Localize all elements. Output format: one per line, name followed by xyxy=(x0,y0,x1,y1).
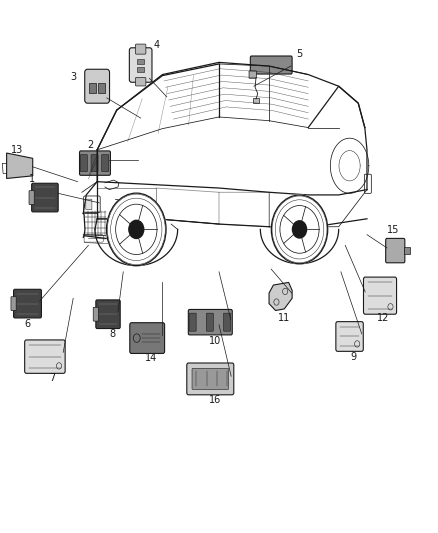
Circle shape xyxy=(293,221,307,238)
Text: 1: 1 xyxy=(29,174,35,184)
FancyBboxPatch shape xyxy=(251,56,292,74)
FancyBboxPatch shape xyxy=(96,300,120,328)
FancyBboxPatch shape xyxy=(80,151,110,175)
FancyBboxPatch shape xyxy=(135,44,146,54)
Text: 7: 7 xyxy=(49,373,56,383)
Polygon shape xyxy=(269,282,292,311)
Polygon shape xyxy=(7,153,33,179)
FancyBboxPatch shape xyxy=(14,289,42,318)
Text: 10: 10 xyxy=(208,336,221,346)
FancyBboxPatch shape xyxy=(364,277,396,314)
FancyBboxPatch shape xyxy=(192,368,229,390)
FancyBboxPatch shape xyxy=(84,196,100,213)
Circle shape xyxy=(271,195,328,264)
FancyBboxPatch shape xyxy=(336,321,363,351)
Text: 5: 5 xyxy=(297,50,303,59)
Text: 3: 3 xyxy=(70,71,76,82)
FancyBboxPatch shape xyxy=(129,48,152,82)
Bar xyxy=(137,67,144,72)
Circle shape xyxy=(106,193,166,265)
FancyBboxPatch shape xyxy=(206,313,213,331)
FancyBboxPatch shape xyxy=(135,77,146,86)
Text: 11: 11 xyxy=(278,313,290,323)
FancyBboxPatch shape xyxy=(249,71,256,78)
FancyBboxPatch shape xyxy=(189,313,196,331)
Bar xyxy=(137,59,144,64)
FancyBboxPatch shape xyxy=(93,308,99,321)
FancyBboxPatch shape xyxy=(364,174,371,193)
Text: 12: 12 xyxy=(377,313,390,323)
Text: 4: 4 xyxy=(153,40,159,50)
Text: 8: 8 xyxy=(110,329,116,340)
FancyBboxPatch shape xyxy=(85,69,110,103)
Text: 16: 16 xyxy=(208,395,221,405)
Text: 15: 15 xyxy=(387,225,399,236)
Bar xyxy=(403,247,410,254)
Bar xyxy=(98,83,105,93)
FancyBboxPatch shape xyxy=(32,183,58,212)
FancyBboxPatch shape xyxy=(386,238,405,263)
FancyBboxPatch shape xyxy=(102,155,109,172)
FancyBboxPatch shape xyxy=(84,235,103,242)
Text: 2: 2 xyxy=(88,140,94,150)
FancyBboxPatch shape xyxy=(91,155,98,172)
Text: 9: 9 xyxy=(350,352,356,361)
FancyBboxPatch shape xyxy=(11,297,16,311)
Bar xyxy=(253,98,258,103)
FancyBboxPatch shape xyxy=(130,322,165,353)
FancyBboxPatch shape xyxy=(223,313,230,331)
Text: 6: 6 xyxy=(25,319,31,329)
Text: 13: 13 xyxy=(11,145,23,155)
Circle shape xyxy=(129,220,144,238)
FancyBboxPatch shape xyxy=(29,191,34,205)
FancyBboxPatch shape xyxy=(81,155,87,172)
FancyBboxPatch shape xyxy=(86,199,92,210)
FancyBboxPatch shape xyxy=(187,363,234,395)
Bar xyxy=(89,83,96,93)
FancyBboxPatch shape xyxy=(188,310,232,335)
Text: 14: 14 xyxy=(145,353,158,363)
FancyBboxPatch shape xyxy=(25,340,65,373)
